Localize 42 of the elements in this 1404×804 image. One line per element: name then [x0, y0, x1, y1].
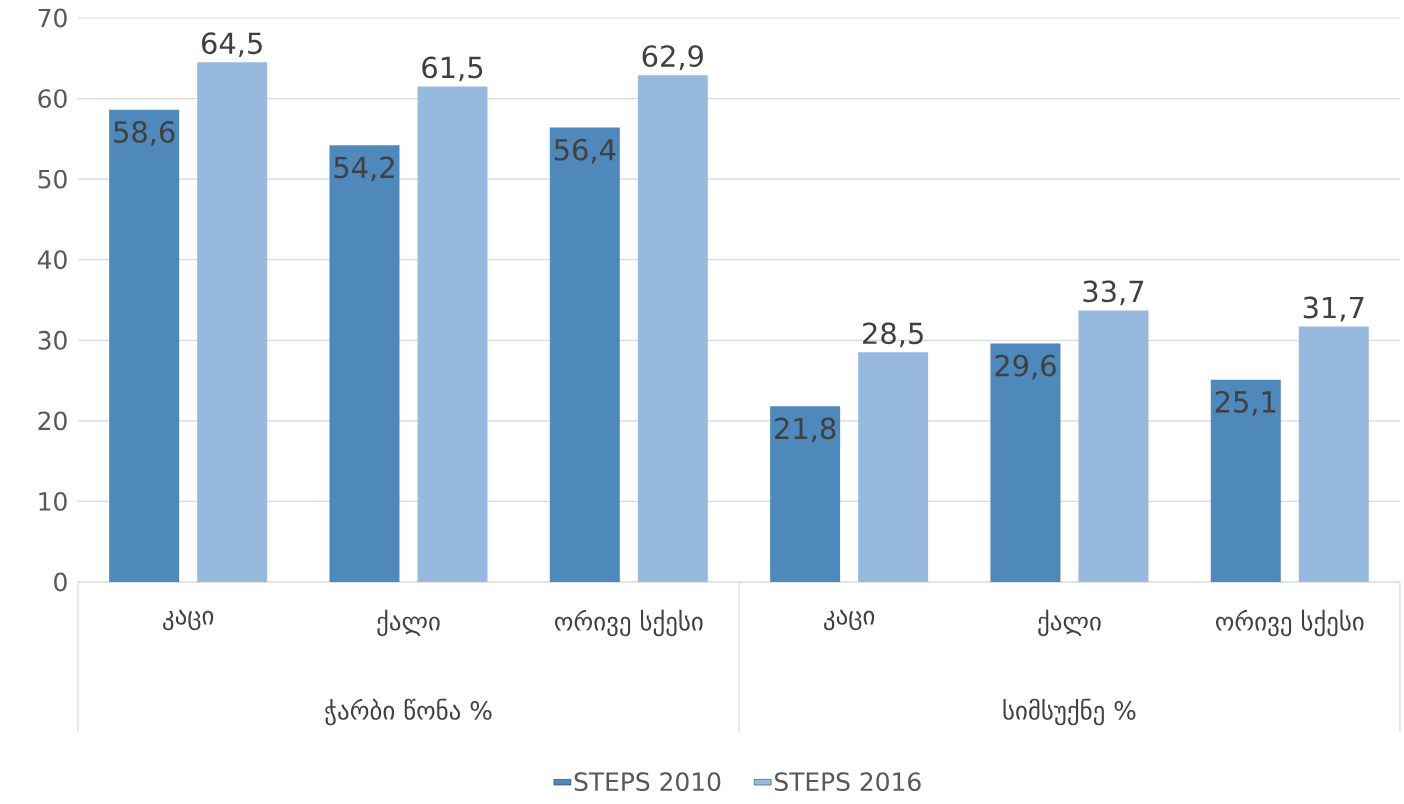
data-label: 28,5	[863, 322, 923, 348]
x-tick-label: კაცი	[163, 609, 214, 631]
bar	[770, 406, 841, 582]
bar	[990, 343, 1061, 582]
y-tick-label: 70	[38, 8, 67, 28]
y-tick-label: 10	[39, 492, 67, 511]
legend-label: STEPS 2010	[574, 772, 721, 792]
bar	[1078, 310, 1149, 582]
data-label: 31,7	[1303, 296, 1364, 322]
data-label: 54,2	[334, 156, 394, 182]
x-tick-label: ქალი	[377, 609, 440, 637]
legend-label: STEPS 2016	[775, 772, 921, 792]
text: სიმსუქნე %	[1003, 698, 1136, 726]
y-tick-label: 0	[54, 572, 67, 592]
x-tick-label: ორივე სქესი	[555, 609, 703, 637]
data-label: 61,5	[422, 56, 483, 82]
data-label: 62,9	[642, 45, 703, 70]
y-tick-label: 40	[37, 250, 67, 270]
data-label: 25,1	[1215, 390, 1276, 416]
x-tick-label: კაცი	[823, 609, 875, 631]
bar	[1298, 326, 1369, 582]
bar	[417, 86, 488, 582]
data-label: 56,4	[554, 138, 616, 164]
data-label: 29,6	[995, 354, 1056, 380]
y-tick-label: 30	[38, 330, 67, 350]
y-tick-label: 20	[38, 411, 67, 431]
x-tick-label: ქალი	[1038, 609, 1101, 637]
bar	[858, 352, 929, 582]
text: ჭარბი წონა %	[325, 698, 492, 726]
bar	[329, 145, 400, 582]
bar	[549, 127, 620, 582]
data-label: 33,7	[1083, 280, 1144, 306]
bar	[109, 109, 180, 582]
bar	[637, 75, 708, 582]
y-tick-label: 50	[38, 169, 67, 189]
bar	[1210, 379, 1281, 582]
data-label: 21,8	[775, 417, 836, 443]
x-tick-label: ორივე სქესი	[1216, 609, 1364, 637]
bar	[197, 62, 268, 582]
data-label: 64,5	[202, 32, 262, 58]
y-tick-label: 60	[38, 89, 67, 108]
data-label: 58,6	[114, 121, 175, 146]
